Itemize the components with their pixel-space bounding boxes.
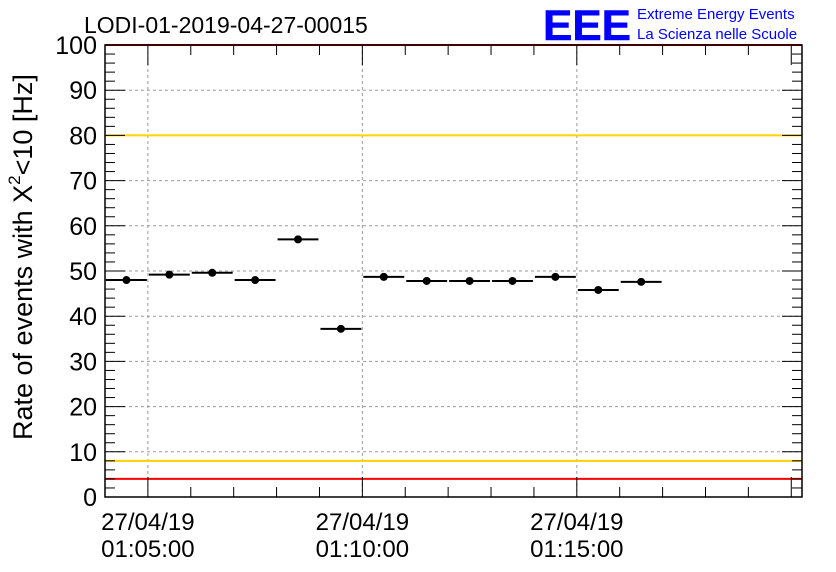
y-tick-label: 20 (69, 394, 97, 422)
x-tick-labels: 27/04/1901:05:0027/04/1901:10:0027/04/19… (101, 509, 623, 563)
data-point (508, 276, 517, 285)
y-axis-label: Rate of events with X2<10 [Hz] (5, 74, 38, 440)
data-point (422, 276, 431, 285)
y-tick-labels: 0 10 20 30 40 50 60 70 80 90 100 (55, 32, 97, 512)
data-point (465, 276, 474, 285)
axis-ticks (104, 44, 802, 498)
data-point (208, 268, 217, 277)
y-tick-label: 40 (69, 303, 97, 331)
eee-logo: EEE Extreme Energy Events La Scienza nel… (543, 2, 797, 51)
x-tick-label-time: 01:15:00 (530, 536, 623, 563)
y-axis-label-main: Rate of events with X (8, 185, 38, 440)
data-point (294, 235, 303, 244)
y-tick-label: 70 (69, 168, 97, 196)
reference-lines (105, 44, 802, 480)
chart-title: LODI-01-2019-04-27-00015 (84, 12, 368, 38)
data-point (336, 324, 345, 333)
y-tick-label: 100 (55, 32, 97, 60)
y-axis-label-sup: 2 (5, 175, 24, 184)
x-tick-label-date: 27/04/19 (530, 509, 623, 536)
y-tick-label: 30 (69, 348, 97, 376)
y-tick-label: 10 (69, 439, 97, 467)
data-points (106, 235, 662, 333)
x-tick-label-time: 01:05:00 (101, 536, 194, 563)
y-axis-label-tail: <10 [Hz] (8, 74, 38, 175)
data-point (637, 277, 646, 286)
logo-line2: La Scienza nelle Scuole (637, 26, 797, 43)
data-point (251, 276, 260, 285)
x-tick-label-date: 27/04/19 (316, 509, 409, 536)
data-point (551, 272, 560, 281)
data-point (165, 270, 174, 279)
y-tick-label: 0 (83, 484, 97, 512)
logo-line1: Extreme Energy Events (637, 6, 795, 23)
data-point (379, 272, 388, 281)
data-point (594, 285, 603, 294)
data-point (122, 276, 131, 285)
y-tick-label: 50 (69, 258, 97, 286)
y-tick-label: 80 (69, 122, 97, 150)
x-tick-label-time: 01:10:00 (316, 536, 409, 563)
y-tick-label: 90 (69, 77, 97, 105)
eee-logo-mark: EEE (543, 2, 631, 50)
x-tick-label-date: 27/04/19 (101, 509, 194, 536)
y-tick-label: 60 (69, 213, 97, 241)
